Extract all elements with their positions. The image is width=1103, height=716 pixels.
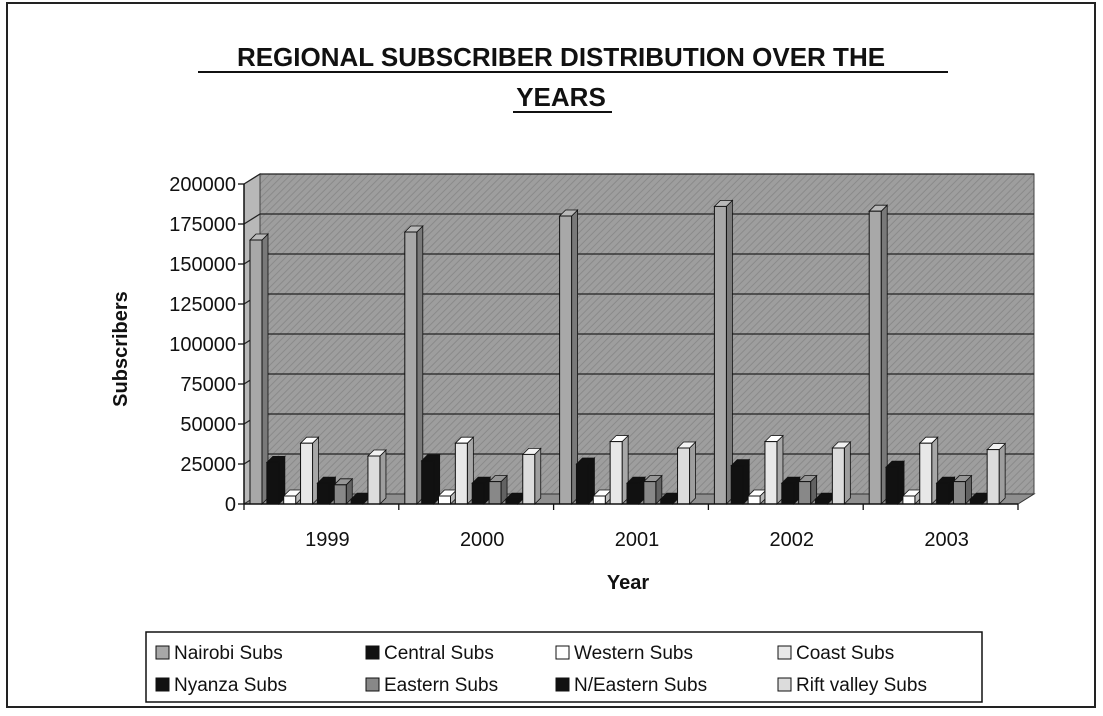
x-tick-label: 1999 bbox=[305, 529, 350, 551]
bar bbox=[781, 482, 795, 505]
bar bbox=[747, 495, 761, 505]
bar bbox=[316, 482, 330, 505]
bar bbox=[454, 442, 468, 505]
bar-side bbox=[689, 441, 696, 505]
bar bbox=[868, 210, 882, 505]
y-tick-label: 175000 bbox=[169, 214, 236, 236]
bar bbox=[609, 441, 623, 505]
legend-label: N/Eastern Subs bbox=[574, 675, 707, 696]
legend-swatch bbox=[155, 645, 170, 660]
bar bbox=[677, 447, 691, 505]
gridline bbox=[243, 213, 1034, 225]
bar bbox=[643, 481, 657, 505]
bar bbox=[367, 455, 381, 505]
bar-side bbox=[379, 449, 387, 505]
bar bbox=[421, 460, 435, 505]
y-tick-label: 0 bbox=[225, 494, 236, 516]
bar bbox=[936, 482, 950, 505]
y-tick-label: 100000 bbox=[169, 334, 236, 356]
y-axis-title: Subscribers bbox=[110, 291, 132, 407]
y-tick-label: 75000 bbox=[180, 374, 236, 396]
legend-label: Coast Subs bbox=[796, 643, 894, 664]
bar bbox=[333, 484, 347, 505]
bar bbox=[831, 447, 845, 505]
bar bbox=[300, 442, 314, 505]
bar bbox=[575, 463, 589, 505]
bar-side bbox=[534, 447, 542, 505]
gridline bbox=[243, 173, 1034, 185]
chart-frame: REGIONAL SUBSCRIBER DISTRIBUTION OVER TH… bbox=[6, 2, 1096, 708]
bar bbox=[266, 461, 280, 505]
bar bbox=[404, 231, 418, 505]
bar bbox=[249, 239, 263, 505]
legend-label: Nairobi Subs bbox=[174, 643, 283, 664]
chart-title-line-2: YEARS bbox=[516, 82, 606, 112]
legend-swatch bbox=[365, 645, 380, 660]
bar bbox=[471, 482, 485, 505]
bar-side bbox=[998, 442, 1006, 505]
legend-swatch bbox=[777, 645, 792, 660]
y-tick-label: 50000 bbox=[180, 414, 236, 436]
x-tick-label: 2001 bbox=[615, 529, 660, 551]
bar bbox=[713, 205, 727, 505]
legend-swatch bbox=[155, 677, 170, 692]
bar bbox=[283, 495, 297, 505]
bar bbox=[764, 441, 778, 505]
x-tick-label: 2000 bbox=[460, 529, 505, 551]
chart-svg: REGIONAL SUBSCRIBER DISTRIBUTION OVER TH… bbox=[110, 42, 1036, 703]
legend-label: Central Subs bbox=[384, 643, 494, 664]
bar bbox=[559, 215, 573, 505]
bar-side bbox=[726, 199, 733, 505]
y-tick-label: 150000 bbox=[169, 254, 236, 276]
legend-label: Eastern Subs bbox=[384, 675, 498, 696]
bar bbox=[952, 481, 966, 505]
bar bbox=[885, 466, 899, 505]
legend-swatch bbox=[555, 677, 570, 692]
bar-side bbox=[843, 441, 851, 505]
legend-label: Western Subs bbox=[574, 643, 693, 664]
legend-swatch bbox=[777, 677, 792, 692]
bar bbox=[522, 453, 536, 505]
bar-side bbox=[571, 209, 578, 505]
bar bbox=[730, 465, 744, 505]
legend-label: Rift valley Subs bbox=[796, 675, 927, 696]
bar bbox=[986, 449, 1000, 505]
legend-swatch bbox=[365, 677, 380, 692]
legend: Nairobi Subs Central Subs Western Subs Coas… bbox=[145, 631, 983, 703]
bar bbox=[626, 482, 640, 505]
x-tick-label: 2003 bbox=[924, 529, 969, 551]
bar bbox=[592, 495, 606, 505]
x-tick-label: 2002 bbox=[770, 529, 815, 551]
y-tick-label: 200000 bbox=[169, 174, 236, 196]
bar bbox=[798, 481, 812, 505]
y-tick-label: 25000 bbox=[180, 454, 236, 476]
plot-area: 0 25000 50000 75000 100000 125000 150000 175000… bbox=[169, 173, 1036, 551]
legend-label: Nyanza Subs bbox=[174, 675, 287, 696]
x-axis-title: Year bbox=[607, 572, 649, 594]
chart-title-line-1: REGIONAL SUBSCRIBER DISTRIBUTION OVER TH… bbox=[237, 42, 885, 72]
bar bbox=[438, 495, 451, 505]
bar bbox=[919, 442, 933, 505]
bar bbox=[902, 495, 916, 505]
bar-side bbox=[880, 204, 888, 505]
legend-swatch bbox=[555, 645, 570, 660]
y-tick-label: 125000 bbox=[169, 294, 236, 316]
bar bbox=[488, 481, 502, 505]
